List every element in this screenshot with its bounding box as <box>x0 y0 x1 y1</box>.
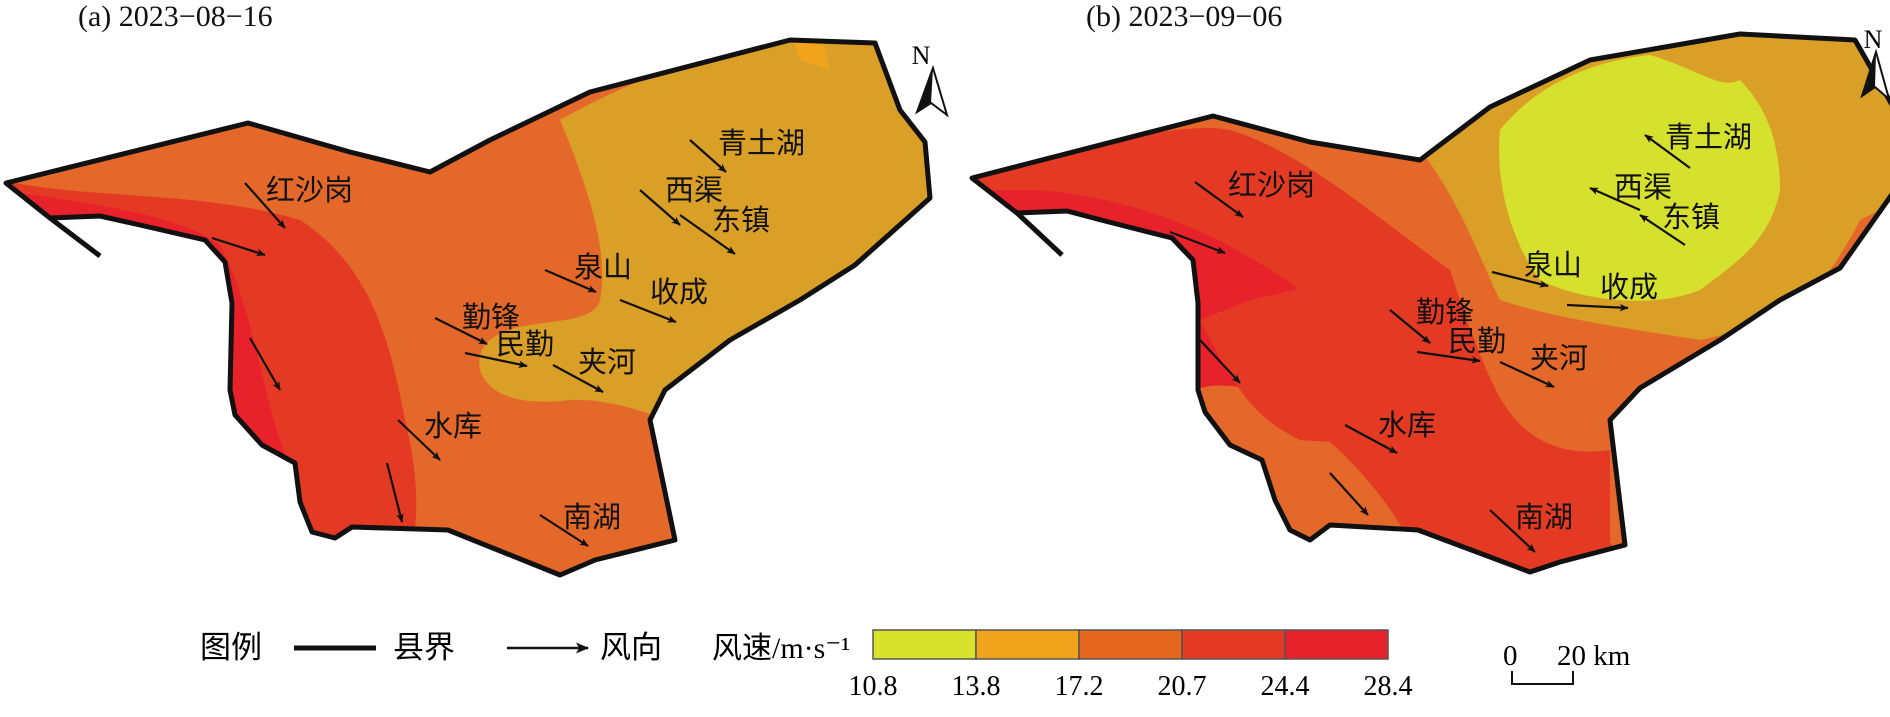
colorbar-tick-label: 28.4 <box>1364 671 1413 702</box>
svg-text:N: N <box>912 41 931 70</box>
wind-arrow <box>1194 181 1244 218</box>
panel-a-title: (a) 2023−08−16 <box>78 0 273 33</box>
colorbar-tick-label: 24.4 <box>1261 671 1310 702</box>
wind-arrow <box>1566 303 1629 312</box>
colorbar-tick-label: 20.7 <box>1158 671 1207 702</box>
scale-bar-zero: 0 <box>1503 640 1518 672</box>
place-label-shuiku: 水库 <box>424 410 482 443</box>
wind-arrow <box>434 317 488 345</box>
place-label-hongshagang: 红沙岗 <box>266 174 353 207</box>
colorbar-tick-label: 17.2 <box>1055 671 1104 702</box>
wind-arrow <box>689 139 727 173</box>
legend-wind-speed-label: 风速/m·s⁻¹ <box>712 632 850 665</box>
wind-arrow <box>1416 350 1481 364</box>
wind-arrow <box>397 419 441 461</box>
panel-b-title: (b) 2023−09−06 <box>1086 0 1283 33</box>
wind-arrow <box>1499 361 1555 388</box>
place-label-xiqu: 西渠 <box>665 174 723 207</box>
colorbar-swatch-2 <box>975 629 1080 660</box>
colorbar-swatch-4 <box>1181 629 1286 660</box>
place-label-minqin: 民勤 <box>1448 325 1506 358</box>
place-labels-a: 青土湖 西渠 东镇 泉山 收成 勤锋 民勤 夹河 红沙岗 水库 南湖 <box>266 127 805 534</box>
wind-arrow <box>1491 270 1549 288</box>
wind-arrow <box>385 462 404 523</box>
wind-arrow <box>211 236 266 257</box>
north-arrow-b: N <box>1860 25 1890 102</box>
wind-arrow <box>1199 339 1241 384</box>
place-label-qinfeng: 勤锋 <box>1416 296 1474 329</box>
svg-text:N: N <box>1864 25 1883 54</box>
wind-arrow <box>639 189 681 226</box>
wind-arrow <box>1169 230 1226 255</box>
wind-arrows-a <box>211 139 736 547</box>
wind-arrow <box>464 351 528 368</box>
colorbar-swatch-3 <box>1078 629 1183 660</box>
place-label-nanhu: 南湖 <box>1515 501 1573 534</box>
wind-arrow <box>1489 509 1536 553</box>
place-label-quanshan: 泉山 <box>574 251 632 284</box>
place-label-shuiku: 水库 <box>1378 409 1436 442</box>
place-label-quanshan: 泉山 <box>1524 249 1582 282</box>
wind-arrow <box>539 514 589 547</box>
place-label-shoucheng: 收成 <box>650 276 708 309</box>
panel-a-map: 青土湖 西渠 东镇 泉山 收成 勤锋 民勤 夹河 红沙岗 水库 南湖 N <box>3 37 949 578</box>
colorbar-tick-labels: 10.8 13.8 17.2 20.7 24.4 28.4 <box>849 671 1413 702</box>
wind-arrow <box>544 268 597 294</box>
wind-arrow <box>1589 186 1641 212</box>
place-label-jiahe: 夹河 <box>578 346 636 379</box>
scale-bar: 0 20 km <box>1503 640 1631 685</box>
wind-arrow <box>1639 214 1686 246</box>
north-arrow-a: N <box>912 41 949 118</box>
wind-arrow <box>619 298 677 324</box>
legend-wind-direction-label: 风向 <box>600 630 662 665</box>
place-label-qingtuhu: 青土湖 <box>1665 121 1752 154</box>
speed-zone-10-13 <box>1499 55 1780 301</box>
wind-arrows-b <box>1169 134 1691 553</box>
wind-arrow <box>679 214 736 255</box>
wind-arrow <box>249 337 281 391</box>
wind-arrow <box>1329 472 1369 516</box>
scale-bar-distance: 20 km <box>1557 640 1631 672</box>
place-label-xiqu: 西渠 <box>1614 171 1672 204</box>
place-label-dongzhen: 东镇 <box>1662 201 1720 234</box>
scale-bar-line <box>1511 671 1574 685</box>
place-label-hongshagang: 红沙岗 <box>1228 169 1315 202</box>
place-label-minqin: 民勤 <box>496 328 554 361</box>
colorbar-swatch-5 <box>1284 629 1389 660</box>
colorbar-swatch-1 <box>872 629 977 660</box>
place-label-dongzhen: 东镇 <box>712 204 770 237</box>
legend-title: 图例 <box>200 630 262 665</box>
legend-boundary-label: 县界 <box>393 630 455 665</box>
place-label-nanhu: 南湖 <box>563 501 621 534</box>
wind-arrow <box>244 182 286 229</box>
place-label-shoucheng: 收成 <box>1600 271 1658 304</box>
map-legend: 图例 县界 风向 风速/m·s⁻¹ 10.8 13.8 17.2 20.7 24.4 28… <box>200 629 1413 702</box>
wind-speed-colorbar <box>872 629 1389 660</box>
place-label-jiahe: 夹河 <box>1530 342 1588 375</box>
county-boundary-a <box>3 37 933 578</box>
wind-arrow <box>1389 309 1431 344</box>
wind-arrow <box>1644 134 1691 169</box>
wind-arrow <box>1344 424 1398 454</box>
county-boundary-b <box>969 31 1890 575</box>
wind-arrow <box>552 364 604 393</box>
place-label-qinfeng: 勤锋 <box>462 301 520 334</box>
place-labels-b: 青土湖 西渠 东镇 泉山 收成 勤锋 民勤 夹河 红沙岗 水库 南湖 <box>1228 121 1752 534</box>
colorbar-tick-label: 13.8 <box>952 671 1001 702</box>
colorbar-tick-label: 10.8 <box>849 671 898 702</box>
place-label-qingtuhu: 青土湖 <box>718 127 805 160</box>
panel-b-map: 青土湖 西渠 东镇 泉山 收成 勤锋 民勤 夹河 红沙岗 水库 南湖 N <box>969 25 1890 575</box>
